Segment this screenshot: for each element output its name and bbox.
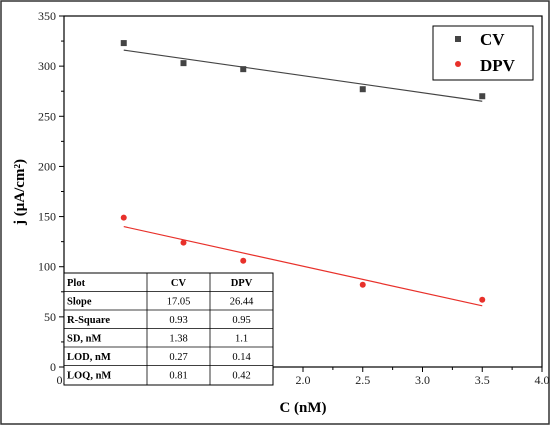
- y-tick-label: 350: [38, 9, 56, 23]
- table-cell: 1.38: [169, 334, 187, 345]
- data-points: [120, 40, 486, 303]
- table-cell: 0.27: [169, 352, 187, 363]
- point-cv: [180, 60, 187, 67]
- y-tick-label: 100: [38, 260, 56, 274]
- y-tick-label: 0: [50, 360, 56, 374]
- stats-table: Plot CV DPV Slope 17.05 26.44 R-Square 0.93 0.95…: [63, 272, 274, 386]
- x-tick-label: 2.5: [355, 373, 370, 387]
- legend-marker-cv: [455, 36, 461, 42]
- legend-box: [432, 25, 534, 81]
- y-tick-label: 200: [38, 159, 56, 173]
- table-header-cell: DPV: [231, 278, 253, 289]
- point-dpv: [240, 257, 247, 264]
- legend-marker-dpv: [455, 61, 461, 67]
- y-tick-label: 150: [38, 210, 56, 224]
- table-cell: 17.05: [167, 297, 191, 308]
- x-tick-label: 3.0: [415, 373, 430, 387]
- x-tick-label: 2.0: [296, 373, 311, 387]
- table-cell: Slope: [67, 297, 92, 308]
- point-cv: [479, 93, 486, 100]
- table-cell: R-Square: [67, 315, 110, 326]
- table-header-cell: CV: [171, 278, 187, 289]
- table-header-cell: Plot: [67, 278, 86, 289]
- point-cv: [240, 66, 247, 73]
- x-tick-label: 3.5: [475, 373, 490, 387]
- table-cell: 1.1: [235, 334, 248, 345]
- legend-label-cv: CV: [480, 30, 505, 49]
- y-tick-label: 250: [38, 109, 56, 123]
- point-cv: [120, 40, 127, 47]
- table-cell: SD, nM: [67, 334, 102, 345]
- y-axis: 0 50 100 150 200 250 300 350: [38, 9, 64, 374]
- x-tick-label: 4.0: [535, 373, 550, 387]
- table-cell: LOQ, nM: [67, 371, 111, 382]
- table-cell: 0.14: [232, 352, 251, 363]
- point-dpv: [120, 214, 127, 221]
- table-cell: 0.93: [169, 315, 187, 326]
- table-cell: 26.44: [230, 297, 254, 308]
- table-border: [63, 272, 274, 386]
- point-dpv: [479, 296, 486, 303]
- x-axis-title: C (nM): [279, 400, 326, 416]
- point-dpv: [359, 281, 366, 288]
- table-cell: 0.81: [169, 371, 187, 382]
- y-tick-label: 50: [44, 310, 56, 324]
- table-cell: 0.42: [232, 371, 250, 382]
- table-cell: 0.95: [232, 315, 250, 326]
- y-tick-label: 300: [38, 59, 56, 73]
- table-cell: LOD, nM: [67, 352, 111, 363]
- point-dpv: [180, 239, 187, 246]
- legend: CV DPV: [432, 25, 534, 81]
- fit-line-cv: [123, 49, 483, 102]
- y-axis-title: j (μA/cm²): [12, 159, 28, 226]
- point-cv: [359, 86, 366, 93]
- legend-label-dpv: DPV: [480, 56, 516, 75]
